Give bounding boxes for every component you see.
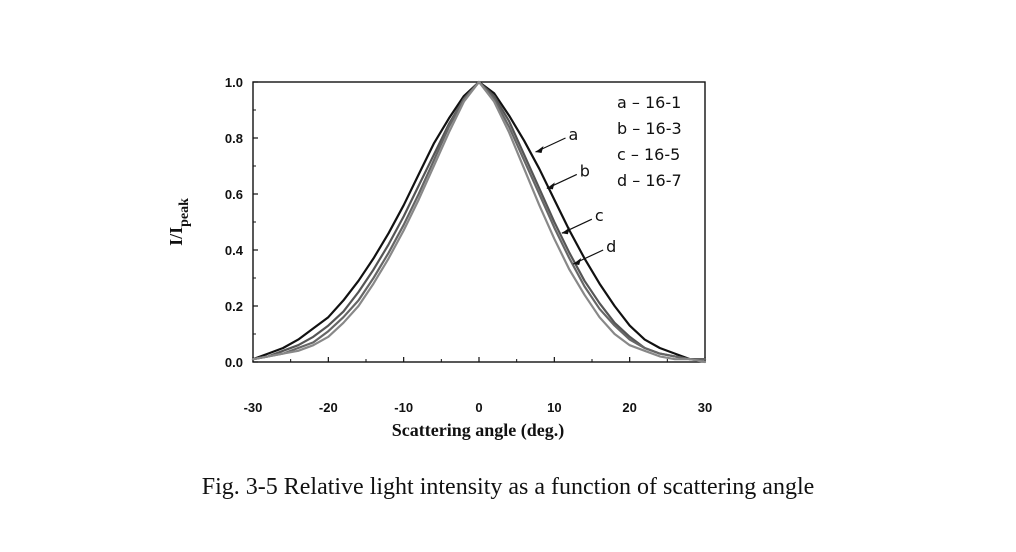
x-tick-label: -10	[394, 400, 413, 415]
legend-entry: a – 16-1	[617, 93, 681, 112]
legend-group: a – 16-1 b – 16-3 c – 16-5 d – 16-7	[617, 93, 682, 190]
series-group	[251, 80, 707, 364]
x-tick-label: 10	[547, 400, 561, 415]
y-tick-label: 0.8	[225, 131, 243, 146]
y-tick-label: 0.0	[225, 355, 243, 370]
annotation-arrowhead-c	[561, 227, 570, 235]
y-tick-label: 1.0	[225, 75, 243, 90]
y-axis-title-subscript: peak	[177, 198, 192, 227]
y-axis-title: I/Ipeak	[166, 198, 192, 246]
annotation-label-d: d	[606, 237, 616, 256]
legend-entry: d – 16-7	[617, 171, 682, 190]
legend-entry: b – 16-3	[617, 119, 682, 138]
annotation-label-b: b	[580, 161, 590, 180]
series-line-d	[251, 80, 707, 364]
chart: -30 -20 -10 0 10 20 30 0.0 0.2 0.4 0.6 0.8 1.0 ab c d …	[166, 75, 712, 441]
x-axis-title: Scattering angle (deg.)	[392, 420, 564, 441]
y-tick-label: 0.6	[225, 187, 243, 202]
annotation-label-a: a	[569, 125, 579, 144]
annotations-group: ab cd	[535, 125, 616, 265]
y-tick-label: 0.2	[225, 299, 243, 314]
annotation-arrowhead-a	[535, 146, 544, 153]
x-tick-label: -20	[319, 400, 338, 415]
x-tick-label: 20	[622, 400, 636, 415]
svg-text:I/Ipeak: I/Ipeak	[166, 198, 192, 246]
ticks-group: -30 -20 -10 0 10 20 30 0.0 0.2 0.4 0.6 0.8 1.0	[225, 75, 712, 415]
y-tick-label: 0.4	[225, 243, 244, 258]
annotation-label-c: c	[595, 206, 604, 225]
x-tick-label: -30	[244, 400, 263, 415]
figure-caption: Fig. 3-5 Relative light intensity as a f…	[201, 474, 815, 500]
y-axis-title-main: I/I	[166, 227, 186, 246]
annotation-arrowhead-b	[546, 182, 555, 190]
annotation-arrowhead-d	[573, 258, 582, 265]
legend-entry: c – 16-5	[617, 145, 680, 164]
x-tick-label: 30	[698, 400, 712, 415]
x-tick-label: 0	[475, 400, 482, 415]
